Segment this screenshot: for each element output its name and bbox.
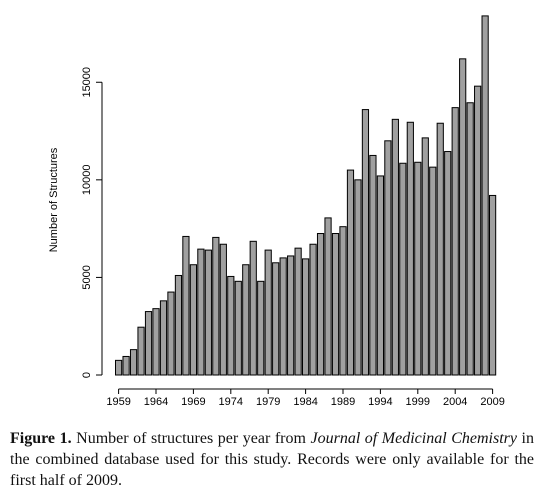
bar-1966 [167, 291, 175, 376]
bar-1980 [272, 262, 280, 376]
bar-1990 [346, 169, 355, 376]
bar-1975 [234, 280, 242, 376]
bar-1968 [182, 235, 190, 376]
bar-2008 [481, 15, 489, 376]
bar-1988 [331, 233, 340, 376]
bar-1993 [369, 154, 377, 376]
bar-1969 [189, 264, 198, 376]
x-tick-label: 1999 [406, 396, 430, 408]
bar-1989 [339, 226, 347, 376]
x-tick-label: 1964 [144, 396, 168, 408]
bar-1961 [129, 349, 138, 376]
bar-1992 [361, 109, 370, 376]
x-tick-label: 2004 [443, 396, 467, 408]
bar-1987 [324, 217, 332, 376]
bars-group [115, 15, 497, 376]
bar-2009 [489, 194, 497, 376]
bar-2000 [421, 137, 429, 376]
y-axis: 0 5000 10000 15000 [81, 67, 103, 378]
y-tick-label: 10000 [81, 165, 93, 196]
bar-1970 [197, 248, 205, 376]
bar-1991 [354, 179, 362, 376]
x-tick-label: 1979 [256, 396, 280, 408]
bar-1999 [414, 161, 422, 376]
bar-chart: Number of Structures 0 5000 10000 15000 195… [48, 15, 505, 408]
bar-1996 [391, 118, 399, 376]
bar-1984 [302, 258, 310, 376]
x-tick-label: 1989 [331, 396, 355, 408]
y-axis-title: Number of Structures [48, 147, 60, 252]
bar-1971 [204, 249, 212, 376]
bar-2002 [436, 122, 444, 376]
bar-2007 [474, 85, 482, 376]
bar-1962 [137, 326, 145, 376]
bar-1973 [219, 243, 227, 376]
x-tick-label: 1959 [106, 396, 130, 408]
bar-1982 [287, 255, 295, 376]
bar-1981 [279, 257, 287, 376]
bar-1959 [115, 359, 123, 376]
bar-1994 [376, 175, 384, 376]
caption-text-after: in the combined database used for this s… [10, 430, 534, 489]
bar-1964 [152, 308, 160, 376]
bar-2004 [451, 107, 459, 376]
bar-1995 [384, 140, 392, 376]
bar-1974 [227, 275, 235, 376]
bar-1965 [159, 300, 168, 376]
bar-1967 [174, 274, 183, 376]
bar-1998 [406, 121, 414, 376]
bar-1978 [257, 280, 265, 376]
caption-text-before: Number of structures per year from [71, 430, 311, 447]
bar-2003 [444, 151, 452, 376]
bar-2006 [466, 102, 474, 376]
bar-1963 [144, 311, 153, 376]
bar-1972 [212, 236, 220, 376]
bar-1997 [399, 162, 407, 376]
x-axis: 1959 1964 1969 1974 1979 1984 1989 1994 1999 2004… [106, 388, 505, 408]
bar-1960 [122, 355, 130, 376]
x-tick-label: 1994 [368, 396, 392, 408]
x-tick-label: 1974 [219, 396, 243, 408]
bar-1977 [249, 240, 257, 376]
caption-label: Figure 1. [10, 430, 72, 447]
x-tick-label: 1969 [181, 396, 205, 408]
y-tick-label: 15000 [81, 67, 93, 98]
bar-2001 [429, 166, 437, 376]
x-tick-label: 2009 [480, 396, 504, 408]
bar-1986 [316, 233, 325, 376]
y-tick-label: 0 [81, 372, 93, 378]
bar-2005 [459, 58, 467, 376]
y-tick-label: 5000 [81, 265, 93, 289]
caption-journal: Journal of Medicinal Chemistry [310, 430, 517, 447]
figure-caption: Figure 1. Number of structures per year … [10, 428, 534, 491]
bar-1985 [309, 243, 317, 376]
x-tick-label: 1984 [293, 396, 317, 408]
bar-1976 [242, 264, 250, 376]
bar-1983 [294, 247, 302, 376]
bar-1979 [264, 249, 272, 376]
